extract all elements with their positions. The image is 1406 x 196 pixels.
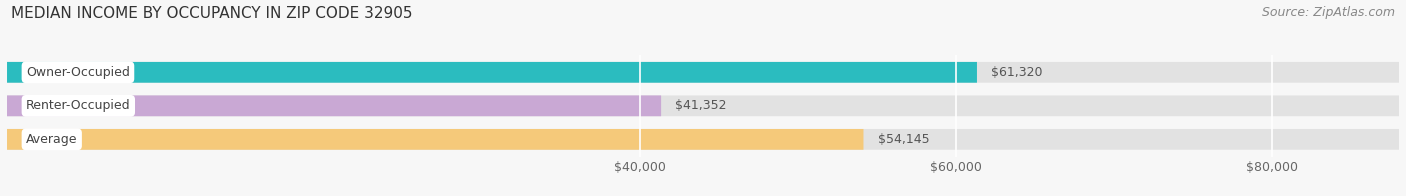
Text: Owner-Occupied: Owner-Occupied — [25, 66, 129, 79]
FancyBboxPatch shape — [7, 129, 1399, 150]
Text: Source: ZipAtlas.com: Source: ZipAtlas.com — [1261, 6, 1395, 19]
Text: Renter-Occupied: Renter-Occupied — [25, 99, 131, 112]
FancyBboxPatch shape — [7, 95, 1399, 116]
Text: Average: Average — [25, 133, 77, 146]
Text: $61,320: $61,320 — [991, 66, 1043, 79]
FancyBboxPatch shape — [7, 62, 1399, 83]
Text: $54,145: $54,145 — [877, 133, 929, 146]
FancyBboxPatch shape — [7, 129, 863, 150]
Text: $41,352: $41,352 — [675, 99, 727, 112]
Text: MEDIAN INCOME BY OCCUPANCY IN ZIP CODE 32905: MEDIAN INCOME BY OCCUPANCY IN ZIP CODE 3… — [11, 6, 413, 21]
FancyBboxPatch shape — [7, 62, 977, 83]
FancyBboxPatch shape — [7, 95, 661, 116]
